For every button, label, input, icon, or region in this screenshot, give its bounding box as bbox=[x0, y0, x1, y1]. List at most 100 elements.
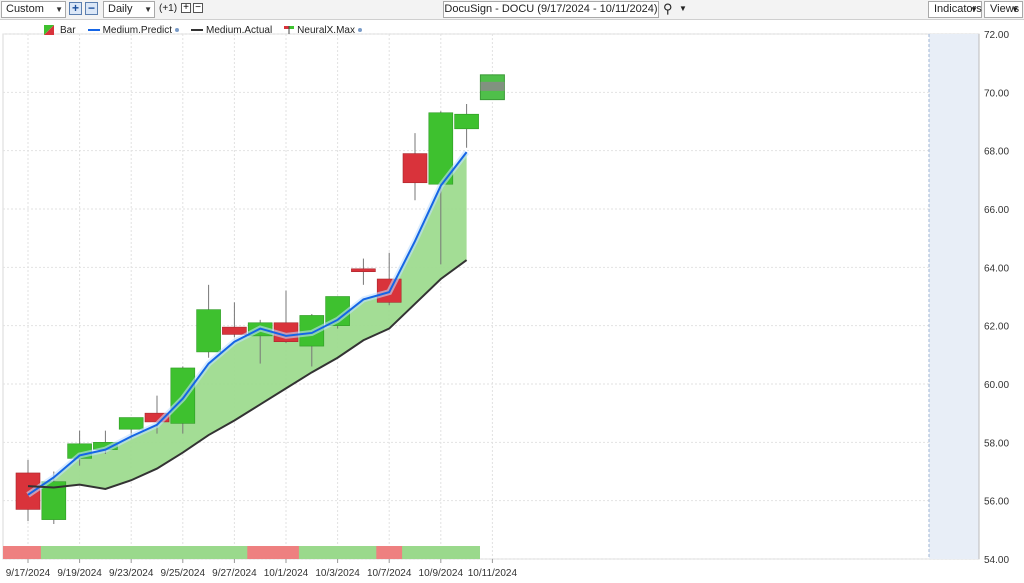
y-tick-label: 60.00 bbox=[984, 380, 1009, 391]
chart-title: DocuSign - DOCU (9/17/2024 - 10/11/2024) bbox=[444, 3, 658, 15]
signal-strip-cell bbox=[144, 546, 171, 559]
offset-minus-button[interactable]: − bbox=[193, 3, 203, 13]
x-tick-label: 9/17/2024 bbox=[6, 568, 51, 579]
y-tick-label: 68.00 bbox=[984, 147, 1009, 158]
signal-strip-cell bbox=[118, 546, 145, 559]
legend-item-predict[interactable]: Medium.Predict bbox=[87, 24, 180, 36]
legend-item-neuralx[interactable]: NeuralX.Max bbox=[284, 25, 362, 36]
zoom-out-button[interactable]: − bbox=[85, 2, 98, 15]
legend-neuralx-label: NeuralX.Max bbox=[297, 24, 355, 36]
medium-predict-line[interactable] bbox=[27, 151, 468, 496]
signal-strip-cell bbox=[195, 546, 222, 559]
x-tick-label: 9/25/2024 bbox=[161, 568, 206, 579]
x-tick-label: 9/27/2024 bbox=[212, 568, 257, 579]
y-tick-label: 72.00 bbox=[984, 30, 1009, 41]
candle[interactable] bbox=[196, 284, 221, 358]
y-tick-label: 64.00 bbox=[984, 263, 1009, 274]
legend-item-bar[interactable]: Bar bbox=[44, 25, 76, 36]
neuralx-layer bbox=[479, 74, 505, 101]
indicators-label: Indicators bbox=[934, 3, 982, 15]
chevron-down-icon: ▼ bbox=[1011, 5, 1019, 14]
predict-line-icon bbox=[87, 29, 100, 31]
legend-predict-label: Medium.Predict bbox=[102, 24, 173, 36]
period-select[interactable]: Custom ▼ bbox=[1, 1, 66, 18]
search-icon[interactable]: ⚲ bbox=[663, 1, 673, 16]
y-axis: 72.00 70.00 68.00 66.00 64.00 62.00 60.00 58.00… bbox=[978, 30, 1009, 566]
neuralx-legend-icon bbox=[284, 26, 295, 34]
chevron-down-icon[interactable]: ▼ bbox=[679, 4, 687, 13]
y-tick-label: 62.00 bbox=[984, 322, 1009, 333]
signal-strip-cell bbox=[221, 546, 248, 559]
settings-dot-icon bbox=[175, 28, 180, 32]
signal-strip-cell bbox=[3, 546, 42, 559]
candle-body bbox=[351, 268, 376, 273]
offset-label: (+1) bbox=[159, 3, 178, 14]
x-tick-label: 10/9/2024 bbox=[419, 568, 464, 579]
x-tick-label: 10/1/2024 bbox=[264, 568, 309, 579]
y-tick-label: 70.00 bbox=[984, 88, 1009, 99]
x-tick-label: 10/7/2024 bbox=[367, 568, 412, 579]
candle[interactable] bbox=[15, 459, 41, 522]
views-label: Views bbox=[990, 3, 1020, 15]
x-axis: 9/17/2024 9/19/2024 9/23/2024 9/25/2024 9/27… bbox=[6, 559, 518, 579]
signal-strip-cell bbox=[376, 546, 403, 559]
signal-strip-cell bbox=[273, 546, 300, 559]
predict-actual-fill bbox=[28, 34, 930, 559]
interval-select-value: Daily bbox=[108, 3, 133, 15]
chart-legend: Bar Medium.Predict Medium.Actual NeuralX… bbox=[44, 23, 374, 37]
medium-actual-line[interactable] bbox=[27, 259, 468, 491]
y-tick-label: 66.00 bbox=[984, 205, 1009, 216]
candle[interactable] bbox=[454, 104, 479, 148]
signal-strip-cell bbox=[247, 546, 274, 559]
chevron-down-icon: ▼ bbox=[970, 5, 978, 14]
signal-strip-cell bbox=[350, 546, 377, 559]
zoom-in-button[interactable]: + bbox=[69, 2, 82, 15]
period-select-value: Custom bbox=[6, 3, 44, 15]
views-button[interactable]: Views ▼ bbox=[984, 1, 1023, 18]
signal-strip-cell bbox=[169, 546, 197, 559]
candles-layer bbox=[15, 104, 479, 524]
x-tick-label: 9/23/2024 bbox=[109, 568, 154, 579]
candle[interactable] bbox=[351, 258, 376, 285]
indicators-button[interactable]: Indicators ▼ bbox=[928, 1, 982, 18]
signal-strip-cell bbox=[92, 546, 119, 559]
legend-actual-label: Medium.Actual bbox=[206, 24, 273, 36]
x-tick-label: 10/11/2024 bbox=[468, 568, 518, 579]
bar-legend-icon bbox=[44, 25, 54, 35]
signal-strip-cell bbox=[40, 546, 68, 559]
candle-body bbox=[402, 153, 428, 184]
signal-strip-cell bbox=[324, 546, 351, 559]
legend-bar-label: Bar bbox=[60, 24, 76, 36]
series-lines bbox=[26, 150, 469, 498]
settings-dot-icon bbox=[357, 28, 362, 32]
offset-plus-button[interactable]: + bbox=[181, 3, 191, 13]
signal-strip-cell bbox=[66, 546, 93, 559]
y-tick-label: 58.00 bbox=[984, 438, 1009, 449]
neuralx-max-band bbox=[480, 81, 505, 91]
candle-body bbox=[118, 417, 144, 430]
chevron-down-icon: ▼ bbox=[144, 5, 152, 14]
forecast-zone bbox=[929, 34, 979, 559]
x-tick-label: 9/19/2024 bbox=[57, 568, 102, 579]
y-tick-label: 54.00 bbox=[984, 555, 1009, 566]
toolbar: Custom ▼ + − Daily ▼ (+1) + − DocuSign -… bbox=[0, 0, 1024, 20]
candle[interactable] bbox=[222, 302, 247, 338]
candle-body bbox=[222, 326, 247, 335]
actual-line-icon bbox=[191, 29, 204, 31]
candle-body bbox=[454, 113, 479, 130]
symbol-title-box[interactable]: DocuSign - DOCU (9/17/2024 - 10/11/2024) bbox=[443, 1, 659, 18]
candle-body bbox=[196, 309, 221, 353]
interval-select[interactable]: Daily ▼ bbox=[103, 1, 155, 18]
predict-actual-area bbox=[28, 152, 467, 495]
chart-grid bbox=[2, 33, 980, 560]
x-tick-label: 10/3/2024 bbox=[315, 568, 360, 579]
candle[interactable] bbox=[402, 133, 428, 201]
signal-strip-cell bbox=[453, 546, 480, 559]
chevron-down-icon: ▼ bbox=[55, 5, 63, 14]
signal-strip bbox=[3, 546, 480, 559]
signal-strip-cell bbox=[402, 546, 429, 559]
legend-item-actual[interactable]: Medium.Actual bbox=[191, 25, 272, 36]
y-tick-label: 56.00 bbox=[984, 497, 1009, 508]
signal-strip-cell bbox=[427, 546, 455, 559]
